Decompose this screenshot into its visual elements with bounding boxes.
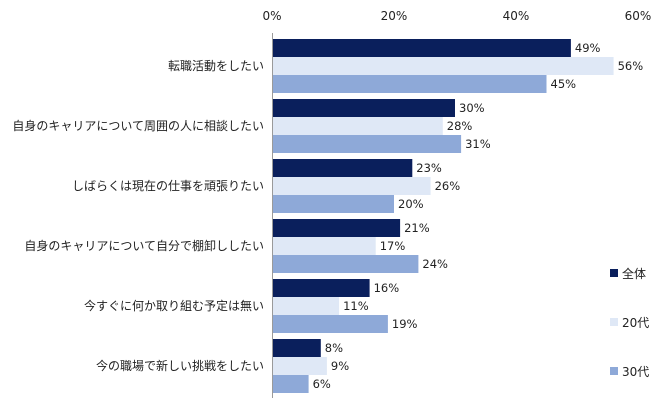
bar-2-1 <box>272 177 431 195</box>
data-label-0-0: 49% <box>575 41 601 55</box>
data-label-0-1: 56% <box>618 59 644 73</box>
data-label-0-2: 45% <box>551 77 577 91</box>
bar-5-1 <box>272 357 327 375</box>
data-label-4-2: 19% <box>392 317 418 331</box>
category-label-1: 自身のキャリアについて周囲の人に相談したい <box>12 118 264 133</box>
data-label-2-0: 23% <box>416 161 442 175</box>
category-label-2: しばらくは現在の仕事を頑張りたい <box>72 179 264 193</box>
bar-3-0 <box>272 219 401 237</box>
data-label-3-2: 24% <box>422 257 448 271</box>
x-tick-label-1: 20% <box>381 9 408 23</box>
legend-label-1: 20代 <box>622 316 649 330</box>
bar-1-2 <box>272 135 462 153</box>
data-label-5-0: 8% <box>325 341 343 355</box>
bar-3-1 <box>272 237 376 255</box>
data-label-5-2: 6% <box>313 377 331 391</box>
bar-5-0 <box>272 339 321 357</box>
data-label-2-1: 26% <box>435 179 461 193</box>
category-label-3: 自身のキャリアについて自分で棚卸ししたい <box>24 238 264 253</box>
bar-4-2 <box>272 315 388 333</box>
data-label-3-0: 21% <box>404 221 430 235</box>
x-tick-label-2: 40% <box>503 9 530 23</box>
data-label-1-2: 31% <box>465 137 491 151</box>
x-tick-label-0: 0% <box>262 9 281 23</box>
legend-swatch-1 <box>610 318 618 326</box>
bar-5-2 <box>272 375 309 393</box>
data-label-1-1: 28% <box>447 119 473 133</box>
data-label-4-1: 11% <box>343 299 369 313</box>
category-label-4: 今すぐに何か取り組む予定は無い <box>84 298 264 313</box>
bar-1-1 <box>272 117 443 135</box>
category-label-5: 今の職場で新しい挑戦をしたい <box>96 358 264 373</box>
legend-swatch-0 <box>610 269 618 277</box>
data-label-4-0: 16% <box>374 281 400 295</box>
bar-3-2 <box>272 255 419 273</box>
bar-1-0 <box>272 99 455 117</box>
bar-4-0 <box>272 279 370 297</box>
bar-0-2 <box>272 75 547 93</box>
legend-swatch-2 <box>610 367 618 375</box>
bar-0-0 <box>272 39 571 57</box>
data-label-2-2: 20% <box>398 197 424 211</box>
bar-4-1 <box>272 297 340 315</box>
data-label-5-1: 9% <box>331 359 349 373</box>
bar-2-2 <box>272 195 394 213</box>
legend-label-0: 全体 <box>622 266 646 281</box>
legend-label-2: 30代 <box>622 365 649 379</box>
x-tick-label-3: 60% <box>625 9 652 23</box>
data-label-3-1: 17% <box>380 239 406 253</box>
bar-0-1 <box>272 57 614 75</box>
data-label-1-0: 30% <box>459 101 485 115</box>
bar-2-0 <box>272 159 413 177</box>
category-label-0: 転職活動をしたい <box>168 59 264 73</box>
